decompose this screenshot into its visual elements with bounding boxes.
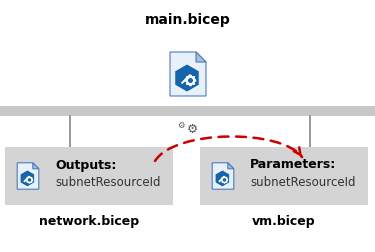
Text: subnetResourceId: subnetResourceId — [55, 175, 160, 188]
Circle shape — [29, 177, 30, 178]
Text: ⚙: ⚙ — [177, 120, 185, 129]
Circle shape — [28, 179, 30, 181]
Polygon shape — [170, 53, 206, 97]
Circle shape — [187, 83, 188, 85]
Polygon shape — [175, 65, 199, 93]
Circle shape — [226, 180, 228, 181]
Text: Parameters:: Parameters: — [250, 158, 336, 171]
Circle shape — [226, 178, 227, 179]
Circle shape — [27, 178, 32, 182]
Polygon shape — [212, 163, 234, 190]
Circle shape — [190, 85, 191, 86]
Circle shape — [193, 83, 194, 85]
Circle shape — [31, 181, 32, 182]
Circle shape — [27, 181, 28, 182]
Circle shape — [32, 180, 33, 181]
Bar — [0, 107, 375, 116]
Circle shape — [224, 182, 225, 183]
Text: network.bicep: network.bicep — [39, 215, 139, 228]
Polygon shape — [228, 163, 234, 169]
Circle shape — [190, 76, 191, 78]
Circle shape — [226, 181, 227, 182]
Circle shape — [221, 180, 222, 181]
Circle shape — [187, 77, 194, 85]
Circle shape — [222, 178, 227, 182]
Text: Outputs:: Outputs: — [55, 158, 116, 171]
Circle shape — [194, 80, 196, 82]
Polygon shape — [196, 53, 206, 63]
Text: vm.bicep: vm.bicep — [252, 215, 316, 228]
Circle shape — [224, 177, 225, 178]
Circle shape — [26, 180, 27, 181]
Polygon shape — [17, 163, 39, 190]
Polygon shape — [215, 170, 229, 187]
Circle shape — [189, 79, 192, 83]
Circle shape — [187, 77, 188, 79]
Circle shape — [185, 80, 187, 82]
Circle shape — [27, 178, 28, 179]
Bar — [5, 147, 173, 205]
Circle shape — [31, 178, 32, 179]
Text: subnetResourceId: subnetResourceId — [250, 175, 356, 188]
Polygon shape — [33, 163, 39, 169]
Polygon shape — [20, 170, 34, 187]
Text: ⚙: ⚙ — [186, 122, 198, 135]
Circle shape — [222, 181, 223, 182]
Circle shape — [29, 182, 30, 183]
Circle shape — [224, 179, 225, 181]
Circle shape — [222, 178, 223, 179]
Bar — [200, 147, 368, 205]
Text: main.bicep: main.bicep — [145, 13, 231, 27]
Circle shape — [193, 77, 194, 79]
